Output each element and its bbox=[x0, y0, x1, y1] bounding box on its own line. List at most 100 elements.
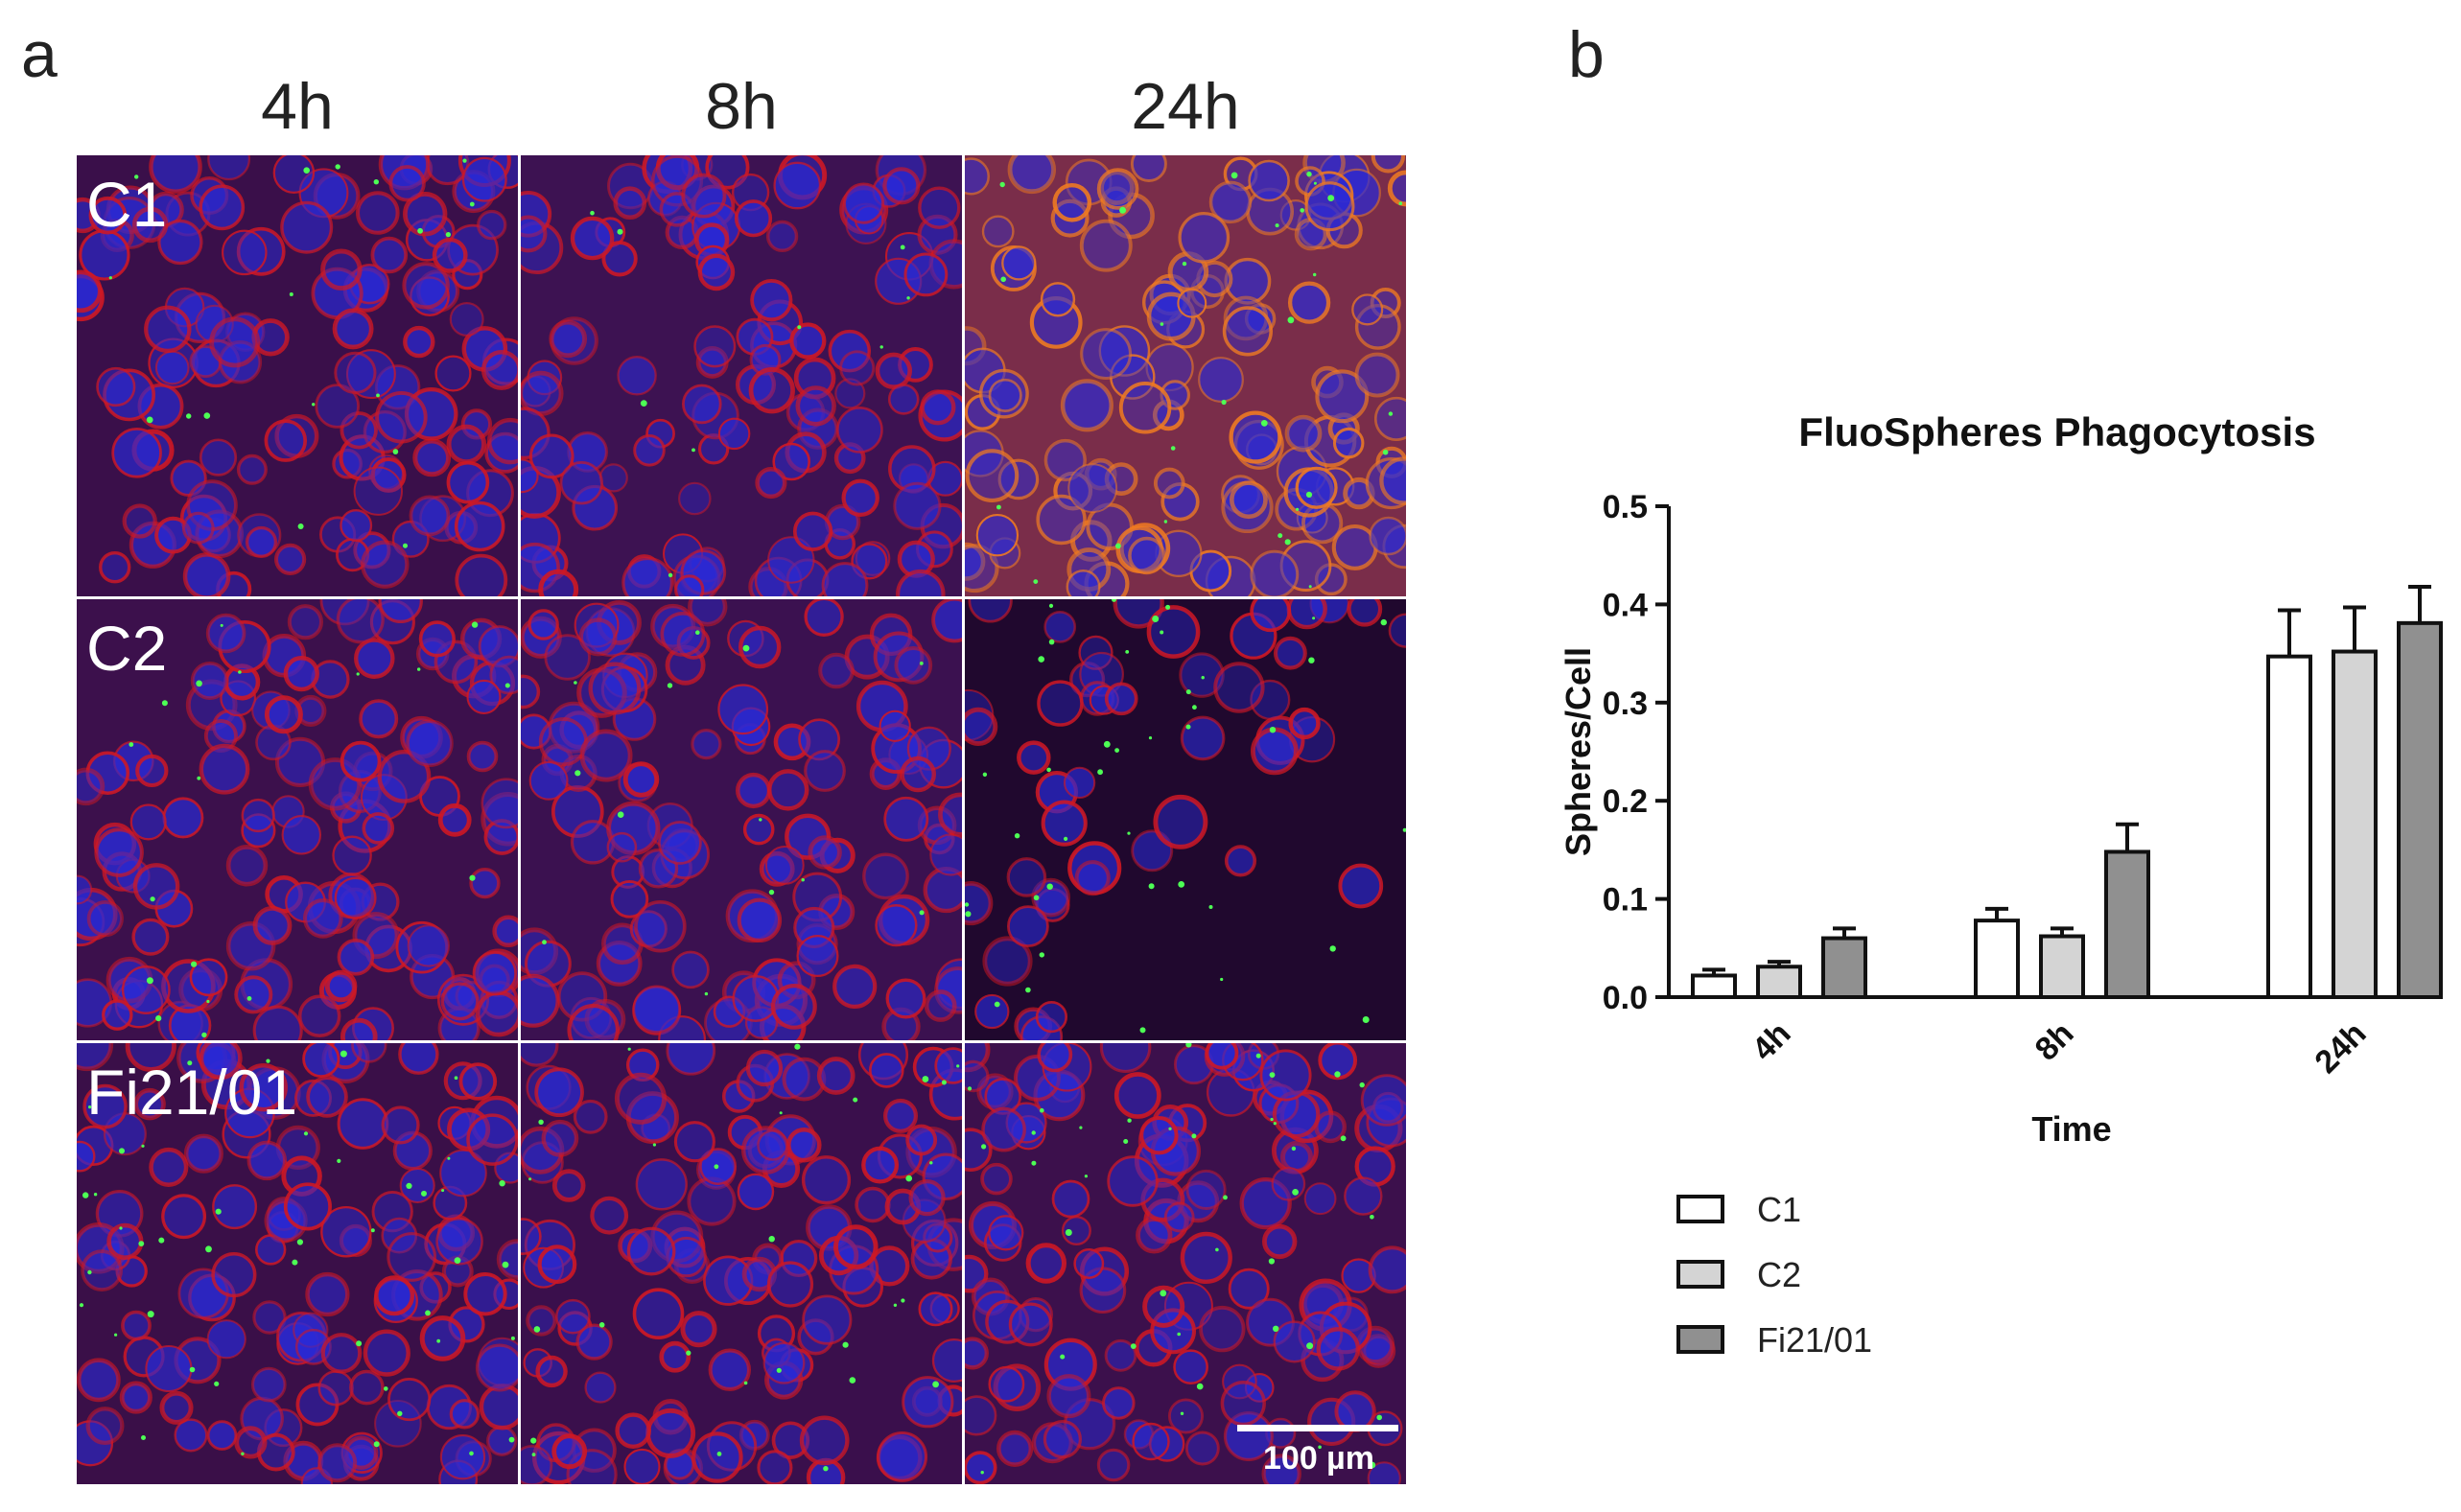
fluosphere-mark bbox=[1270, 1117, 1274, 1122]
cell-mark bbox=[206, 1420, 238, 1451]
fluosphere-mark bbox=[397, 1410, 403, 1416]
y-tick-label: 0.5 bbox=[1603, 489, 1648, 525]
cell-mark bbox=[359, 699, 399, 739]
row-label-c1: C1 bbox=[86, 169, 168, 240]
micrograph-c1-4h bbox=[77, 155, 518, 596]
bar-8h-c2 bbox=[2039, 934, 2085, 1000]
fluosphere-mark bbox=[502, 1261, 509, 1268]
fluosphere-mark bbox=[1220, 977, 1224, 982]
cell-mark bbox=[403, 325, 435, 359]
cell-mark bbox=[1338, 863, 1384, 909]
cell-mark bbox=[283, 655, 319, 692]
cell-mark bbox=[659, 1340, 691, 1373]
fluosphere-mark bbox=[1277, 533, 1283, 539]
fluosphere-mark bbox=[1230, 172, 1238, 179]
cell-mark bbox=[320, 248, 363, 291]
fluosphere-mark bbox=[1165, 604, 1171, 610]
fluosphere-mark bbox=[776, 1367, 782, 1373]
cell-mark bbox=[1136, 1217, 1173, 1254]
fluosphere-mark bbox=[215, 1208, 222, 1215]
cell-mark bbox=[535, 1355, 568, 1388]
cell-mark bbox=[590, 1196, 629, 1235]
fluosphere-mark bbox=[417, 667, 421, 671]
cell-mark bbox=[1167, 1398, 1205, 1434]
fluosphere-mark bbox=[220, 623, 223, 627]
fluosphere-mark bbox=[87, 1269, 92, 1275]
fluosphere-mark bbox=[1060, 1354, 1066, 1360]
cell-mark bbox=[882, 167, 921, 205]
cell-mark bbox=[521, 1126, 565, 1175]
cell-mark bbox=[1388, 613, 1406, 648]
fluosphere-mark bbox=[469, 201, 475, 207]
cell-mark bbox=[305, 1271, 350, 1317]
fluosphere-mark bbox=[88, 1105, 92, 1109]
cell-mark bbox=[981, 215, 1015, 248]
cell-mark bbox=[894, 646, 933, 685]
y-tick-label: 0.3 bbox=[1603, 686, 1648, 722]
cell-mark bbox=[855, 1186, 891, 1223]
cell-mark bbox=[920, 389, 956, 426]
fluosphere-mark bbox=[1048, 639, 1055, 645]
cell-mark bbox=[676, 625, 711, 660]
fluosphere-mark bbox=[292, 1259, 298, 1266]
cell-mark bbox=[544, 634, 591, 681]
cell-mark bbox=[688, 599, 728, 627]
cell-mark bbox=[965, 1451, 997, 1484]
chart-title: FluoSpheres Phagocytosis bbox=[1798, 409, 2315, 454]
cell-mark bbox=[771, 984, 817, 1030]
fluosphere-mark bbox=[932, 1381, 939, 1388]
cell-mark bbox=[375, 390, 428, 444]
cell-mark bbox=[601, 241, 638, 277]
cell-mark bbox=[469, 867, 501, 899]
micrograph-fi2101-4h bbox=[77, 1043, 518, 1484]
cell-mark bbox=[1132, 1422, 1170, 1461]
cell-mark bbox=[965, 1337, 989, 1370]
fluosphere-mark bbox=[768, 889, 775, 896]
cell-mark bbox=[121, 965, 171, 1014]
cell-mark bbox=[1184, 1431, 1220, 1466]
fluosphere-mark bbox=[1275, 223, 1279, 228]
cell-mark bbox=[418, 620, 457, 658]
cell-mark bbox=[1284, 414, 1323, 453]
cell-mark bbox=[251, 318, 290, 357]
cell-mark bbox=[463, 1272, 507, 1316]
fluosphere-mark bbox=[1123, 1139, 1129, 1144]
cell-mark bbox=[697, 253, 736, 291]
cell-mark bbox=[121, 1310, 152, 1341]
cell-mark bbox=[211, 1252, 257, 1298]
cell-mark bbox=[1006, 857, 1047, 897]
fluosphere-mark bbox=[1039, 952, 1044, 958]
micrograph-c2-4h bbox=[77, 599, 518, 1040]
fluosphere-mark bbox=[406, 1182, 412, 1189]
cell-mark bbox=[189, 958, 228, 997]
cell-mark bbox=[965, 1395, 997, 1436]
fluosphere-mark bbox=[1223, 1195, 1228, 1200]
cell-mark bbox=[81, 1249, 123, 1291]
fluosphere-mark bbox=[652, 1143, 656, 1147]
cell-mark bbox=[102, 999, 133, 1031]
cell-mark bbox=[1153, 467, 1185, 500]
cell-mark bbox=[1066, 570, 1101, 596]
fluosphere-mark bbox=[161, 700, 168, 707]
cell-mark bbox=[85, 1407, 125, 1446]
fluosphere-mark bbox=[999, 181, 1005, 188]
fluosphere-mark bbox=[794, 1043, 801, 1050]
cell-mark bbox=[181, 511, 215, 545]
cell-mark bbox=[337, 1098, 389, 1150]
x-tick-label: 24h bbox=[2308, 1015, 2373, 1081]
cell-mark bbox=[551, 1433, 588, 1470]
micrograph-c2-8h bbox=[521, 599, 962, 1040]
cell-mark bbox=[623, 1448, 661, 1484]
legend-swatch-c1 bbox=[1676, 1195, 1724, 1223]
fluosphere-mark bbox=[238, 670, 242, 674]
cell-mark bbox=[965, 544, 999, 593]
fluosphere-mark bbox=[425, 1310, 431, 1316]
cell-mark bbox=[199, 438, 238, 477]
cell-mark bbox=[302, 898, 343, 939]
cell-mark bbox=[432, 237, 468, 273]
cell-mark bbox=[435, 1218, 483, 1266]
cell-mark bbox=[494, 1151, 518, 1184]
fluosphere-mark bbox=[853, 1097, 858, 1103]
cell-mark bbox=[924, 989, 957, 1022]
cell-mark bbox=[1061, 1215, 1091, 1245]
